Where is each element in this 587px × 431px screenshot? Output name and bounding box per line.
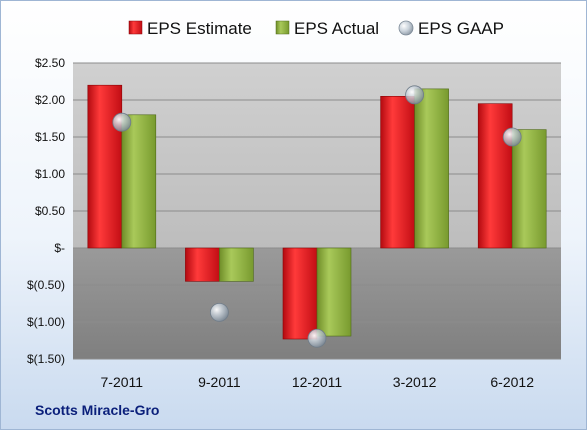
y-tick-label: $1.00 — [35, 167, 65, 181]
y-tick-label: $0.50 — [35, 204, 65, 218]
y-tick-label: $1.50 — [35, 130, 65, 144]
legend-label-gaap: EPS GAAP — [418, 19, 504, 38]
bar-eps-actual — [121, 114, 157, 249]
x-axis-category-labels: 7-2011 9-2011 12-2011 3-2012 6-2012 — [101, 374, 535, 390]
legend-swatch-gaap — [398, 20, 414, 36]
y-tick-label: $2.50 — [35, 56, 65, 70]
bar-eps-actual — [511, 129, 547, 249]
y-tick-label: $(1.50) — [27, 352, 65, 366]
marker-eps-gaap — [405, 85, 425, 105]
legend-swatch-actual — [275, 20, 290, 35]
x-category-label: 6-2012 — [490, 374, 534, 390]
y-axis-tick-labels: $2.50 $2.00 $1.50 $1.00 $0.50 $- $(0.50) $(1.00… — [27, 56, 65, 366]
legend-swatch-estimate — [128, 20, 143, 35]
marker-eps-gaap — [307, 328, 327, 348]
y-tick-label: $2.00 — [35, 93, 65, 107]
bar-eps-estimate — [185, 247, 220, 282]
bars — [87, 84, 547, 340]
bar-eps-estimate — [282, 247, 318, 340]
legend: EPS Estimate EPS Actual EPS GAAP — [128, 19, 504, 38]
company-name: Scotts Miracle-Gro — [35, 402, 160, 418]
x-category-label: 3-2012 — [393, 374, 437, 390]
legend-label-actual: EPS Actual — [294, 19, 379, 38]
bar-eps-actual — [219, 247, 254, 282]
y-tick-label: $- — [54, 241, 65, 255]
bar-eps-estimate — [477, 103, 513, 249]
bar-eps-estimate — [380, 96, 415, 249]
marker-eps-gaap — [209, 302, 229, 322]
bar-eps-actual — [414, 88, 449, 249]
x-category-label: 7-2011 — [101, 374, 144, 390]
bar-eps-actual — [316, 247, 352, 337]
marker-eps-gaap — [502, 127, 522, 147]
legend-label-estimate: EPS Estimate — [147, 19, 252, 38]
gaap-markers — [112, 85, 522, 348]
y-tick-label: $(0.50) — [27, 278, 65, 292]
x-category-label: 9-2011 — [198, 374, 241, 390]
x-category-label: 12-2011 — [292, 374, 343, 390]
y-tick-label: $(1.00) — [27, 315, 65, 329]
marker-eps-gaap — [112, 112, 132, 132]
bar-eps-estimate — [87, 84, 123, 249]
